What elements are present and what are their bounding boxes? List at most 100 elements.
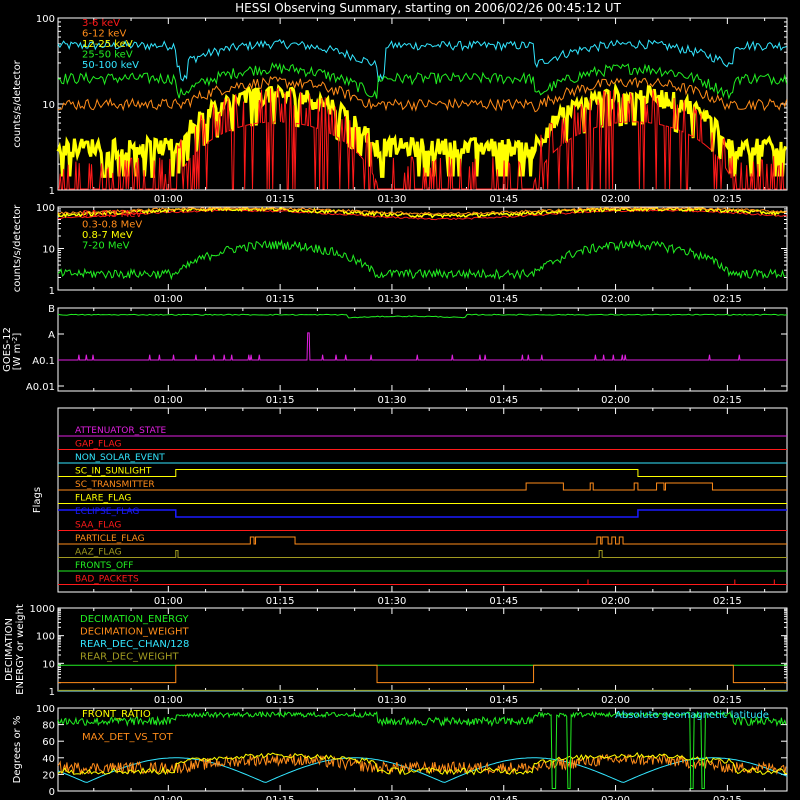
x-tick-label: 01:15 xyxy=(266,194,295,205)
y-tick-label: 100 xyxy=(36,203,55,214)
flag-line xyxy=(58,482,787,491)
legend-entry: MAX_DET_VS_TOT xyxy=(82,732,174,743)
x-tick-label: 02:15 xyxy=(713,294,742,305)
front-ratio-alt-line xyxy=(57,751,788,776)
x-tick-label: 02:00 xyxy=(601,294,630,305)
x-tick-label: 02:15 xyxy=(713,795,742,800)
series-line-3-6-kev xyxy=(58,87,786,190)
legend-entry: 7-20 MeV xyxy=(82,241,130,252)
flag-label: PARTICLE_FLAG xyxy=(75,534,145,544)
legend-entry: DECIMATION_WEIGHT xyxy=(80,627,189,638)
legend-entry: Absolute geomagnetic latitude xyxy=(615,710,769,721)
legend-entry: REAR_DEC_WEIGHT xyxy=(80,652,179,663)
y-axis-label: DECIMATIONENERGY or weight xyxy=(4,604,26,695)
x-tick-label: 01:45 xyxy=(489,695,518,706)
y-axis-label-line: Degrees or % xyxy=(12,716,23,784)
x-tick-label: 02:15 xyxy=(713,695,742,706)
flag-label: ECLIPSE_FLAG xyxy=(75,507,139,517)
panel-frame-flags xyxy=(57,407,788,593)
chart-title: HESSI Observing Summary, starting on 200… xyxy=(235,1,621,15)
y-tick-label: 100 xyxy=(36,632,55,643)
y-tick-label: A0.1 xyxy=(32,356,55,367)
y-tick-label: 20 xyxy=(42,770,55,781)
y-tick-label: 10 xyxy=(42,245,55,256)
y-axis-label-line: counts/s/detector xyxy=(12,59,23,147)
x-tick-label: 02:15 xyxy=(713,395,742,406)
series-line-50-100-kev xyxy=(57,38,787,83)
x-tick-label: 01:30 xyxy=(378,596,407,607)
x-tick-label: 01:00 xyxy=(154,294,183,305)
legend-entry: REAR_DEC_CHAN/128 xyxy=(80,639,189,650)
panel-flags: 01:00 01:15 01:30 01:45 02:00 02:15 Flags ATTEN… xyxy=(32,407,788,607)
y-axis-label-line: counts/s/detector xyxy=(12,204,23,292)
series-line-25-50-kev xyxy=(57,61,788,100)
x-tick-label: 01:30 xyxy=(378,695,407,706)
flag-label: AAZ_FLAG xyxy=(75,548,122,558)
flag-label: SAA_FLAG xyxy=(75,521,121,531)
y-axis-label-line: GOES-12 xyxy=(2,327,13,372)
y-tick-label: 10 xyxy=(42,100,55,111)
x-tick-label: 02:15 xyxy=(713,194,742,205)
y-tick-label: A0.01 xyxy=(26,382,55,393)
legend-entry: 12-25 keV xyxy=(82,39,133,50)
x-tick-label: 01:45 xyxy=(489,395,518,406)
x-tick-label: 01:00 xyxy=(154,395,183,406)
y-tick-label: 40 xyxy=(42,754,55,765)
flag-label: NON_SOLAR_EVENT xyxy=(75,453,165,463)
flag-label: BAD_PACKETS xyxy=(75,575,139,585)
legend-entry: DECIMATION_ENERGY xyxy=(80,614,189,625)
y-tick-label: 100 xyxy=(36,14,55,25)
flag-line xyxy=(58,536,787,545)
x-tick-label: 01:15 xyxy=(266,795,295,800)
flag-label: SC_IN_SUNLIGHT xyxy=(75,467,152,477)
x-tick-label: 01:00 xyxy=(154,596,183,607)
series-line-12-25-kev xyxy=(56,82,787,178)
y-tick-label: 1 xyxy=(49,286,55,297)
legend-entry: 0.1-0.3 MeV xyxy=(82,209,142,220)
goes-long-channel-line xyxy=(57,313,788,319)
x-tick-label: 01:00 xyxy=(154,795,183,800)
legend-entry: 6-12 keV xyxy=(82,29,126,40)
y-tick-label: 1000 xyxy=(30,604,55,615)
x-tick-label: 01:00 xyxy=(154,194,183,205)
x-tick-label: 01:15 xyxy=(266,395,295,406)
flag-line xyxy=(58,509,787,518)
y-axis-label: counts/s/detector xyxy=(12,204,23,292)
legend-entry: 0.8-7 MeV xyxy=(82,230,133,241)
y-tick-label: 80 xyxy=(42,721,55,732)
x-tick-label: 02:00 xyxy=(601,695,630,706)
front-ratio-line xyxy=(57,710,787,789)
flag-label: SC_TRANSMITTER xyxy=(75,480,155,490)
x-tick-label: 01:45 xyxy=(489,596,518,607)
panel-frame-goes xyxy=(57,307,788,392)
panel-geo: 01:00 01:15 01:30 01:45 02:00 02:15 0 20 40 60 80 1… xyxy=(12,704,788,800)
y-axis-label: Degrees or % xyxy=(12,716,23,784)
x-tick-label: 02:00 xyxy=(601,596,630,607)
x-tick-label: 01:45 xyxy=(489,795,518,800)
geomagnetic-latitude-line xyxy=(57,757,788,783)
legend-entry: 0.3-0.8 MeV xyxy=(82,220,142,231)
y-tick-label: 1 xyxy=(49,687,55,698)
x-tick-label: 01:30 xyxy=(378,795,407,800)
x-tick-label: 01:30 xyxy=(378,194,407,205)
flag-label: ATTENUATOR_STATE xyxy=(75,426,167,436)
flag-line xyxy=(58,469,787,477)
panel-frame-geo xyxy=(57,707,788,792)
legend-entry: 25-50 keV xyxy=(82,50,133,61)
y-tick-label: B xyxy=(48,304,55,315)
x-tick-label: 01:15 xyxy=(266,294,295,305)
x-tick-label: 01:30 xyxy=(378,294,407,305)
y-axis-label-line: ENERGY or weight xyxy=(15,604,26,695)
series-line-7-20-mev xyxy=(57,239,786,281)
legend-entry: 3-6 keV xyxy=(82,18,120,29)
x-tick-label: 01:15 xyxy=(266,596,295,607)
panel-decimation: 01:00 01:15 01:30 01:45 02:00 02:15 1 10 100 1000… xyxy=(4,604,788,706)
y-axis-label: counts/s/detector xyxy=(12,59,23,147)
panel-xray_hi: 01:00 01:15 01:30 01:45 02:00 02:15 1 10 100 coun… xyxy=(12,203,788,305)
panel-xray_lo: 01:00 01:15 01:30 01:45 02:00 02:15 1 10 100 coun… xyxy=(12,14,788,205)
legend-entry: 50-100 keV xyxy=(82,60,139,71)
y-tick-label: 100 xyxy=(36,704,55,715)
flag-label: FRONTS_OFF xyxy=(75,561,133,571)
flag-line xyxy=(58,550,787,558)
